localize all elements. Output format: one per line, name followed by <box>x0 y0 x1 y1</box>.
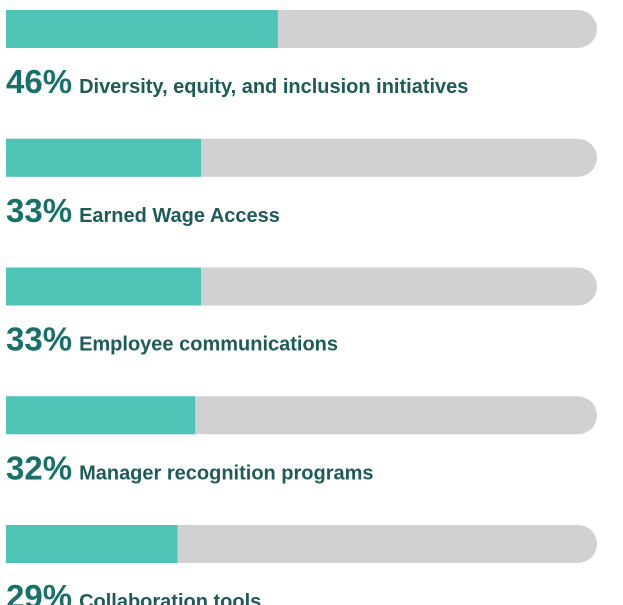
category-label: Diversity, equity, and inclusion initiat… <box>79 76 468 98</box>
value-label: 46% <box>6 63 72 100</box>
bar <box>6 138 202 177</box>
value-label: 33% <box>6 192 72 229</box>
bar <box>6 10 278 48</box>
bar-label: 32% Manager recognition programs <box>6 449 374 486</box>
category-label: Collaboration tools <box>79 591 261 605</box>
bar-label: 46% Diversity, equity, and inclusion init… <box>6 63 468 100</box>
bar-label: 29% Collaboration tools <box>6 578 261 605</box>
bar-label: 33% Employee communications <box>6 321 338 358</box>
bar <box>6 267 202 306</box>
value-label: 33% <box>6 321 72 358</box>
category-label: Employee communications <box>79 334 338 356</box>
value-label: 29% <box>6 578 72 605</box>
value-label: 32% <box>6 449 72 486</box>
category-label: Manager recognition programs <box>79 462 374 484</box>
bar <box>6 396 196 435</box>
category-label: Earned Wage Access <box>79 205 280 227</box>
bar <box>6 525 178 563</box>
bar-label: 33% Earned Wage Access <box>6 192 280 229</box>
